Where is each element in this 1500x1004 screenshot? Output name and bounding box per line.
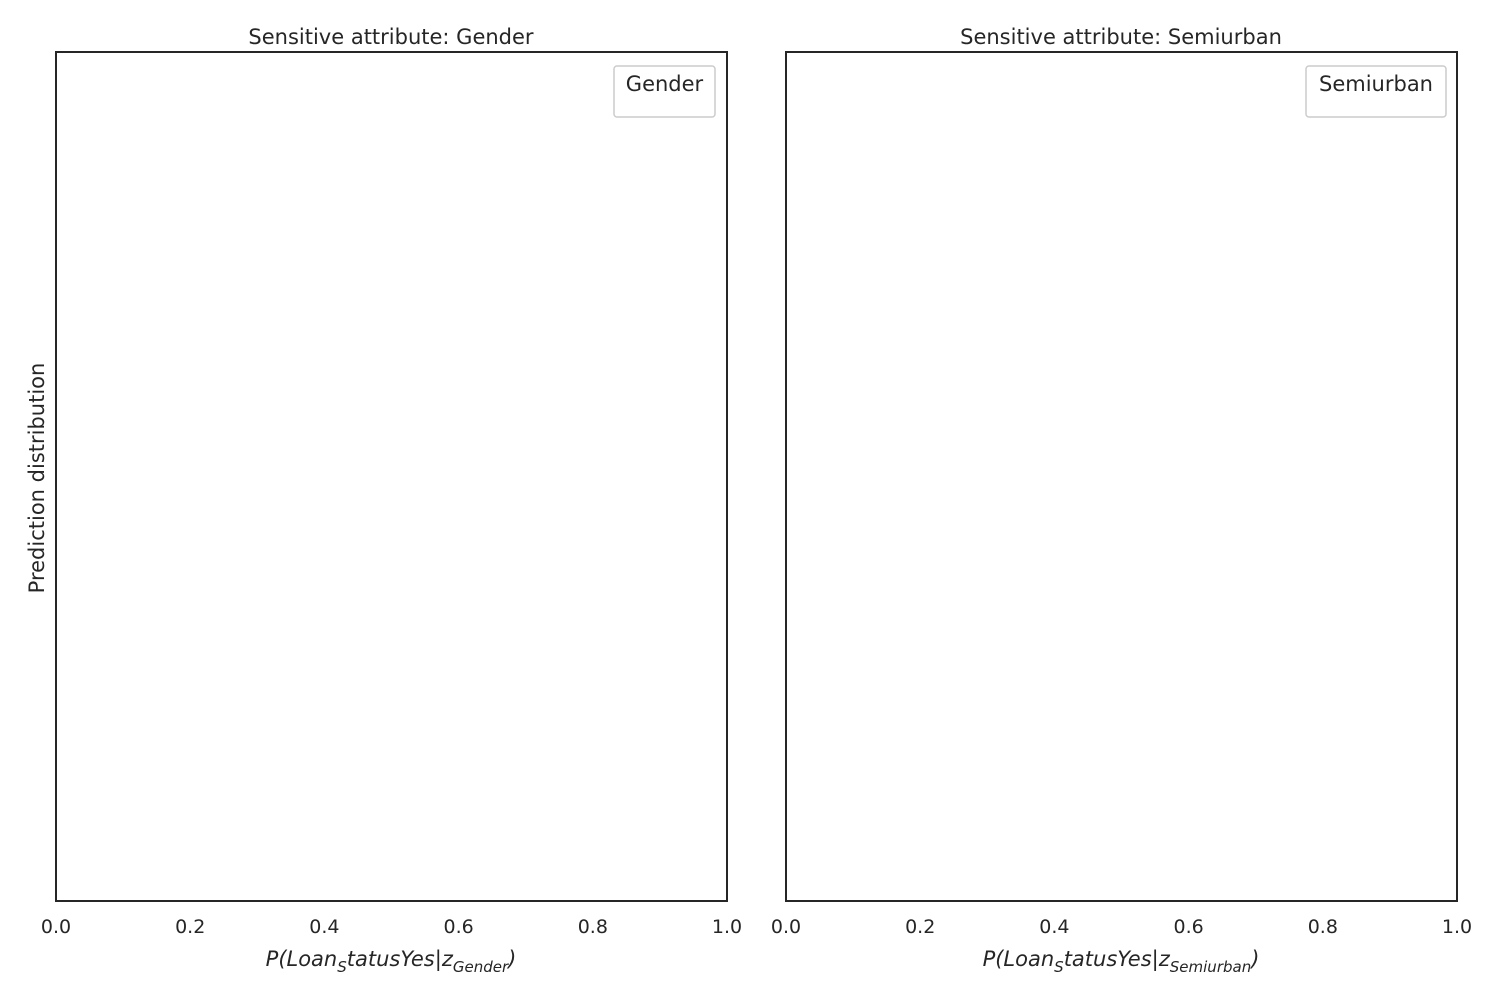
x-tick-label: 0.8 — [578, 916, 608, 938]
x-tick-label: 0.2 — [175, 916, 205, 938]
x-tick-label: 1.0 — [1442, 916, 1472, 938]
x-tick-label: 0.8 — [1308, 916, 1338, 938]
x-axis-label: P(LoanStatusYes|zGender) — [266, 947, 517, 976]
x-tick-label: 0.6 — [1173, 916, 1203, 938]
legend-box — [1305, 65, 1447, 118]
legend-title: Gender — [626, 72, 704, 96]
chart-title: Sensitive attribute: Gender — [248, 25, 534, 49]
y-axis-label: Prediction distribution — [25, 363, 49, 594]
plot-area-frame — [55, 51, 728, 902]
legend-box — [613, 65, 716, 118]
x-tick-label: 0.0 — [771, 916, 801, 938]
chart-panel-gender: Sensitive attribute: Gender Gender 0.0 0.… — [25, 25, 742, 976]
chart-panel-semiurban: Sensitive attribute: Semiurban Semiurban… — [771, 25, 1472, 976]
x-axis: 0.0 0.2 0.4 0.6 0.8 1.0 P(LoanStatusYes|zSemi… — [771, 916, 1472, 976]
x-tick-label: 0.6 — [443, 916, 473, 938]
x-tick-label: 0.4 — [309, 916, 339, 938]
x-axis: 0.0 0.2 0.4 0.6 0.8 1.0 P(LoanStatusYes|zGend… — [41, 916, 742, 976]
plot-area-frame — [785, 51, 1458, 902]
x-axis-label: P(LoanStatusYes|zSemiurban) — [983, 947, 1260, 976]
legend-title: Semiurban — [1319, 72, 1433, 96]
legend: Gender — [613, 65, 716, 118]
chart-title: Sensitive attribute: Semiurban — [960, 25, 1282, 49]
x-tick-label: 0.4 — [1039, 916, 1069, 938]
x-tick-label: 1.0 — [712, 916, 742, 938]
x-tick-label: 0.0 — [41, 916, 71, 938]
x-tick-label: 0.2 — [905, 916, 935, 938]
legend: Semiurban — [1305, 65, 1447, 118]
